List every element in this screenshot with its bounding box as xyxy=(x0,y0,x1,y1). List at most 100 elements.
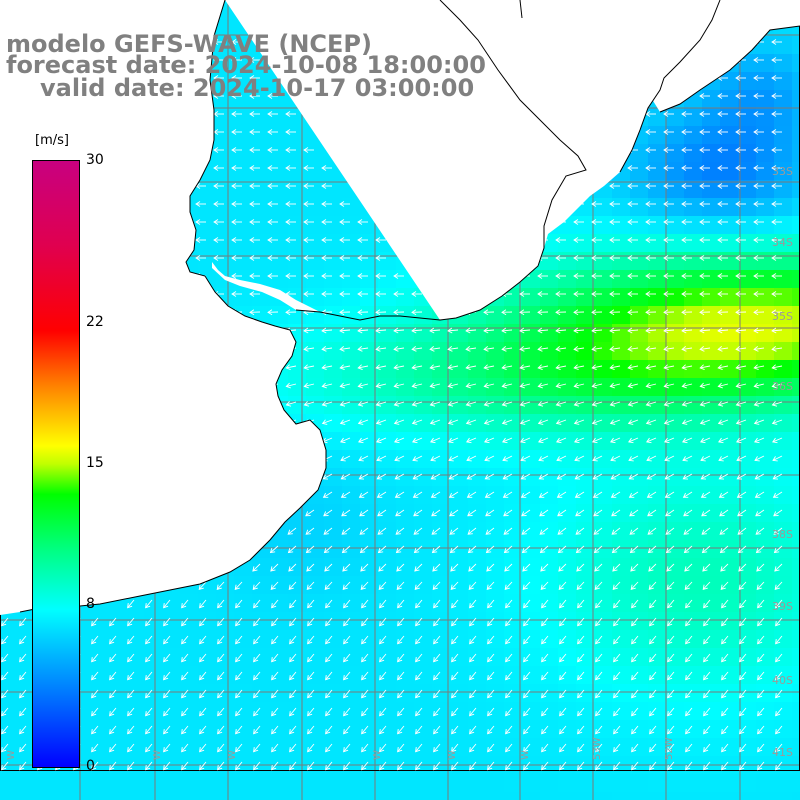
wind-arrow xyxy=(757,671,765,680)
wind-arrow-head xyxy=(663,291,669,297)
wind-arrow-head xyxy=(181,710,187,717)
wind-arrow-head xyxy=(163,728,169,735)
wind-arrow xyxy=(393,329,405,332)
longitude-label: W xyxy=(372,750,383,760)
wind-arrow-head xyxy=(775,638,781,645)
wind-arrow-head xyxy=(466,456,472,462)
wind-arrow-head xyxy=(681,219,687,225)
wind-arrow-head xyxy=(631,692,637,699)
field-cell xyxy=(486,522,505,541)
wind-arrow xyxy=(467,527,477,535)
wind-arrow xyxy=(505,653,513,662)
wind-arrow-head xyxy=(701,547,708,554)
wind-arrow-head xyxy=(339,273,345,279)
field-cell xyxy=(126,774,145,793)
field-cell xyxy=(324,198,343,217)
wind-arrow xyxy=(217,599,225,608)
wind-arrow-head xyxy=(573,346,579,352)
field-cell xyxy=(702,486,721,505)
field-cell xyxy=(324,612,343,631)
field-cell xyxy=(756,648,775,667)
wind-arrow-head xyxy=(358,492,365,498)
field-cell xyxy=(216,18,235,37)
wind-arrow-head xyxy=(717,327,723,334)
field-cell xyxy=(558,360,577,379)
wind-arrow xyxy=(703,671,711,680)
wind-arrow-head xyxy=(483,364,489,371)
wind-arrow-head xyxy=(451,656,457,663)
longitude-label: W xyxy=(520,750,531,760)
wind-arrow-head xyxy=(521,529,527,535)
field-cell xyxy=(324,738,343,757)
field-cell xyxy=(756,72,775,91)
wind-arrow xyxy=(775,743,783,752)
field-cell xyxy=(594,306,613,325)
field-cell xyxy=(720,378,739,397)
wind-arrow xyxy=(721,743,729,752)
wind-arrow xyxy=(412,437,423,443)
wind-arrow-head xyxy=(735,237,741,243)
wind-arrow xyxy=(467,509,477,517)
field-cell xyxy=(792,162,800,181)
wind-arrow xyxy=(775,707,783,716)
field-cell xyxy=(648,594,667,613)
field-cell xyxy=(774,72,793,91)
wind-arrow-head xyxy=(595,602,601,609)
field-cell xyxy=(342,576,361,595)
field-cell xyxy=(270,180,289,199)
forecast-date: forecast date: 2024-10-08 18:00:00 xyxy=(6,51,486,79)
wind-arrow-head xyxy=(325,620,331,627)
field-cell xyxy=(414,342,433,361)
wind-arrow-head xyxy=(609,309,615,316)
field-cell xyxy=(522,450,541,469)
field-cell xyxy=(630,180,649,199)
field-cell xyxy=(792,396,800,415)
wind-arrow-head xyxy=(249,291,255,297)
wind-arrow-head xyxy=(771,364,777,371)
wind-arrow xyxy=(541,761,549,770)
wind-arrow xyxy=(378,581,387,590)
wind-arrow xyxy=(431,527,441,535)
wind-arrow-head xyxy=(181,728,187,735)
wind-arrow xyxy=(522,581,531,590)
wind-arrow-head xyxy=(757,728,763,735)
field-cell xyxy=(144,666,163,685)
field-cell xyxy=(540,540,559,559)
wind-arrow-head xyxy=(231,291,237,297)
field-cell xyxy=(234,648,253,667)
field-cell xyxy=(396,540,415,559)
field-cell xyxy=(720,540,739,559)
field-cell xyxy=(414,558,433,577)
wind-arrow-head xyxy=(753,237,759,243)
wind-arrow-head xyxy=(646,456,652,462)
field-cell xyxy=(540,432,559,451)
field-cell xyxy=(684,684,703,703)
wind-arrow-head xyxy=(591,327,597,334)
field-cell xyxy=(432,630,451,649)
field-cell xyxy=(360,306,379,325)
wind-arrow-head xyxy=(523,620,529,627)
wind-arrow-head xyxy=(307,692,313,699)
wind-arrow xyxy=(145,653,153,662)
wind-arrow-head xyxy=(555,382,561,389)
field-cell xyxy=(792,432,800,451)
field-cell xyxy=(360,342,379,361)
wind-arrow-head xyxy=(271,710,277,717)
field-cell xyxy=(648,396,667,415)
wind-arrow xyxy=(109,761,117,770)
wind-arrow-head xyxy=(413,511,419,517)
field-cell xyxy=(360,522,379,541)
wind-arrow xyxy=(487,599,495,608)
wind-arrow-head xyxy=(699,419,706,425)
field-cell xyxy=(414,540,433,559)
field-cell xyxy=(342,594,361,613)
field-cell xyxy=(144,720,163,739)
wind-arrow xyxy=(775,671,783,680)
wind-arrow xyxy=(754,365,765,369)
field-cell xyxy=(702,450,721,469)
wind-arrow-head xyxy=(559,710,565,717)
field-cell xyxy=(486,666,505,685)
field-cell xyxy=(612,342,631,361)
wind-arrow-head xyxy=(109,656,115,663)
wind-arrow-head xyxy=(213,39,219,45)
